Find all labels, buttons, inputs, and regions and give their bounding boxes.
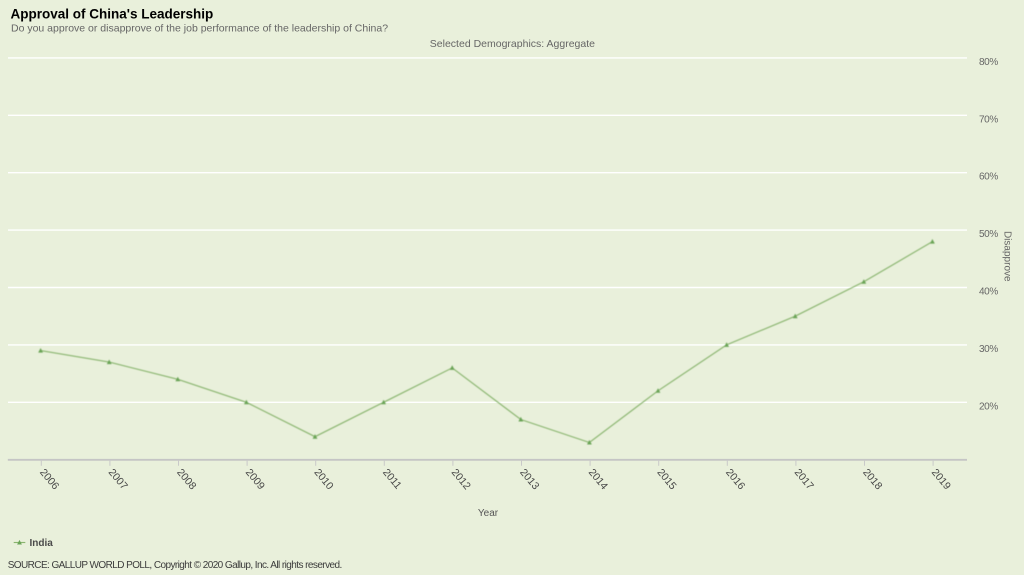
svg-text:Disapprove: Disapprove xyxy=(1002,231,1013,282)
svg-text:30%: 30% xyxy=(979,344,998,355)
svg-text:70%: 70% xyxy=(979,114,998,125)
svg-text:40%: 40% xyxy=(979,287,998,298)
svg-text:Approval of China's Leadership: Approval of China's Leadership xyxy=(11,6,214,21)
svg-text:SOURCE: GALLUP WORLD POLL, Cop: SOURCE: GALLUP WORLD POLL, Copyright © 2… xyxy=(8,560,342,571)
svg-text:Selected Demographics: Aggrega: Selected Demographics: Aggregate xyxy=(430,38,595,50)
svg-text:Year: Year xyxy=(478,508,499,519)
svg-text:80%: 80% xyxy=(979,57,998,68)
svg-text:20%: 20% xyxy=(979,401,998,412)
svg-text:India: India xyxy=(30,538,54,549)
svg-text:60%: 60% xyxy=(979,172,998,183)
svg-text:50%: 50% xyxy=(979,229,998,240)
svg-text:Do you approve or disapprove o: Do you approve or disapprove of the job … xyxy=(11,23,388,35)
